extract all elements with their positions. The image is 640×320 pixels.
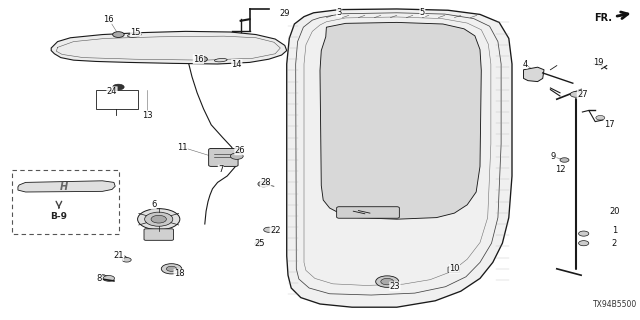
Circle shape [161,264,182,274]
Ellipse shape [214,59,227,62]
Text: 1: 1 [612,226,617,235]
Circle shape [122,258,131,262]
Text: B-9: B-9 [51,212,67,221]
Text: TX94B5500: TX94B5500 [593,300,637,309]
Text: 17: 17 [604,120,614,129]
Text: 13: 13 [142,111,152,120]
FancyBboxPatch shape [144,229,173,240]
Circle shape [596,116,605,120]
Text: 28: 28 [260,178,271,187]
Text: 16: 16 [193,55,204,64]
Text: 4: 4 [522,60,527,68]
Text: 20: 20 [609,207,620,216]
Circle shape [113,32,124,37]
Text: 9: 9 [551,152,556,161]
Polygon shape [287,9,512,307]
Circle shape [264,227,274,232]
Circle shape [579,231,589,236]
Circle shape [376,276,399,287]
Text: 19: 19 [593,58,604,67]
FancyBboxPatch shape [448,267,460,273]
Text: 11: 11 [177,143,188,152]
Text: 23: 23 [390,282,400,291]
Polygon shape [524,67,544,82]
Polygon shape [320,22,481,219]
Text: 6: 6 [151,200,156,209]
Text: 5: 5 [420,8,425,17]
Circle shape [570,92,582,97]
Text: 21: 21 [113,252,124,260]
Text: 12: 12 [555,165,565,174]
Text: 26: 26 [235,146,245,155]
Text: FR.: FR. [595,12,612,23]
FancyBboxPatch shape [337,207,399,218]
Circle shape [381,278,394,285]
Text: H: H [60,182,68,192]
Text: 18: 18 [174,269,184,278]
Text: 25: 25 [254,239,264,248]
FancyBboxPatch shape [209,148,238,166]
Text: 27: 27 [577,90,588,99]
Circle shape [560,158,569,162]
Polygon shape [51,31,287,64]
Text: 8: 8 [97,274,102,283]
Text: 14: 14 [232,60,242,68]
Text: 15: 15 [131,28,141,36]
Circle shape [151,215,166,223]
Circle shape [113,84,124,90]
Circle shape [166,266,177,271]
Text: 22: 22 [270,226,280,235]
Circle shape [258,181,269,187]
Text: 2: 2 [612,239,617,248]
Ellipse shape [127,33,141,37]
Text: 7: 7 [218,165,223,174]
Circle shape [103,276,115,281]
Circle shape [196,56,207,62]
Circle shape [579,241,589,246]
Text: 29: 29 [280,9,290,18]
Circle shape [255,242,264,246]
Text: 24: 24 [107,87,117,96]
Circle shape [145,212,173,226]
Circle shape [230,153,243,159]
Text: 10: 10 [449,264,460,273]
Text: 16: 16 [104,15,114,24]
Text: 3: 3 [337,8,342,17]
Circle shape [138,209,180,230]
Polygon shape [18,181,115,192]
